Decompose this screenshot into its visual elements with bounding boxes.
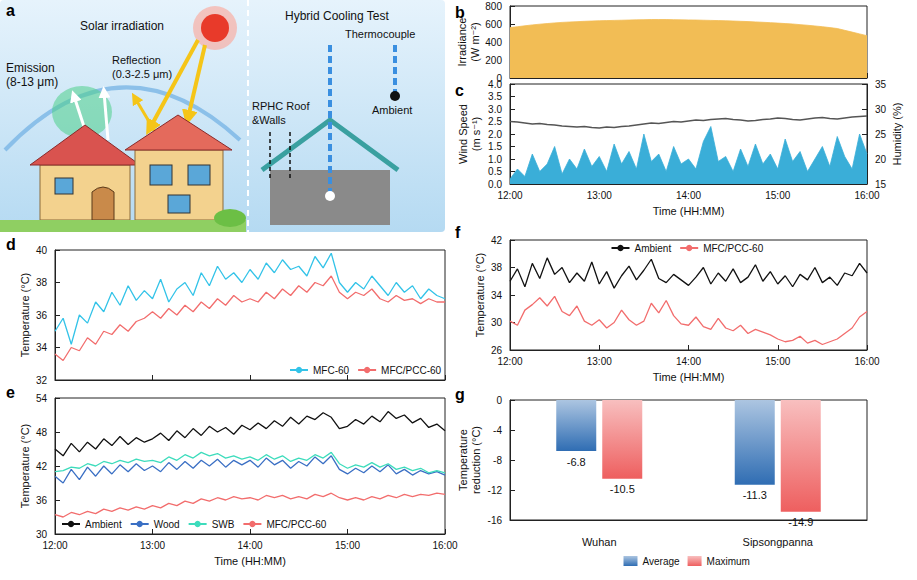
svg-text:d: d <box>6 236 16 253</box>
svg-text:Reflection: Reflection <box>112 54 161 66</box>
svg-text:16:00: 16:00 <box>854 356 879 367</box>
svg-text:RPHC Roof: RPHC Roof <box>252 100 310 112</box>
svg-text:0.0: 0.0 <box>488 179 502 190</box>
svg-text:g: g <box>455 386 465 403</box>
svg-text:0.5: 0.5 <box>488 166 502 177</box>
svg-text:42: 42 <box>491 235 503 246</box>
svg-text:Temperature (°C): Temperature (°C) <box>19 273 31 357</box>
svg-text:Sipsongpanna: Sipsongpanna <box>743 536 814 548</box>
svg-text:15:00: 15:00 <box>765 356 790 367</box>
svg-text:(W m⁻²): (W m⁻²) <box>469 22 481 61</box>
svg-text:2.5: 2.5 <box>488 116 502 127</box>
svg-text:14:00: 14:00 <box>676 190 701 201</box>
svg-text:400: 400 <box>485 37 502 48</box>
svg-text:-16: -16 <box>488 515 503 526</box>
svg-text:Thermocouple: Thermocouple <box>345 28 415 40</box>
svg-text:36: 36 <box>36 495 48 506</box>
svg-text:16:00: 16:00 <box>432 540 457 551</box>
svg-text:SWB: SWB <box>212 519 235 530</box>
svg-text:Solar irradiation: Solar irradiation <box>80 19 164 33</box>
svg-text:4.0: 4.0 <box>488 79 502 90</box>
svg-text:42: 42 <box>36 461 48 472</box>
svg-text:12:00: 12:00 <box>497 356 522 367</box>
svg-text:Temperature (°C): Temperature (°C) <box>474 253 486 337</box>
svg-text:38: 38 <box>491 262 503 273</box>
svg-text:48: 48 <box>36 427 48 438</box>
svg-text:30: 30 <box>875 104 887 115</box>
svg-text:-10.5: -10.5 <box>610 483 635 495</box>
svg-text:b: b <box>455 4 465 21</box>
svg-text:3.0: 3.0 <box>488 104 502 115</box>
svg-text:f: f <box>455 224 461 241</box>
svg-text:36: 36 <box>36 310 48 321</box>
svg-text:Temperature (°C): Temperature (°C) <box>19 424 31 508</box>
svg-text:Irradiance: Irradiance <box>456 18 468 67</box>
svg-text:Average: Average <box>643 556 681 567</box>
svg-text:-11.3: -11.3 <box>743 489 767 501</box>
svg-text:1.0: 1.0 <box>488 154 502 165</box>
svg-text:600: 600 <box>485 19 502 30</box>
svg-text:200: 200 <box>485 55 502 66</box>
svg-text:MFC-60: MFC-60 <box>313 365 350 376</box>
svg-text:14:00: 14:00 <box>237 540 262 551</box>
svg-text:54: 54 <box>36 393 48 404</box>
svg-text:Ambient: Ambient <box>372 104 412 116</box>
svg-text:-12: -12 <box>488 485 503 496</box>
svg-text:Ambient: Ambient <box>85 519 122 530</box>
svg-text:40: 40 <box>36 245 48 256</box>
svg-text:34: 34 <box>36 342 48 353</box>
svg-text:Maximum: Maximum <box>707 556 750 567</box>
svg-text:13:00: 13:00 <box>587 190 612 201</box>
svg-text:34: 34 <box>491 290 503 301</box>
svg-text:c: c <box>455 82 464 99</box>
svg-text:1.5: 1.5 <box>488 141 502 152</box>
svg-text:Wind Speed: Wind Speed <box>457 104 469 164</box>
svg-text:15: 15 <box>875 179 887 190</box>
svg-text:12:00: 12:00 <box>42 540 67 551</box>
svg-text:(0.3-2.5 μm): (0.3-2.5 μm) <box>112 68 172 80</box>
svg-text:14:00: 14:00 <box>676 356 701 367</box>
svg-text:2.0: 2.0 <box>488 129 502 140</box>
svg-text:13:00: 13:00 <box>140 540 165 551</box>
svg-text:16:00: 16:00 <box>854 190 879 201</box>
svg-text:Time (HH:MM): Time (HH:MM) <box>653 205 725 217</box>
svg-text:Wuhan: Wuhan <box>582 536 617 548</box>
svg-text:38: 38 <box>36 277 48 288</box>
svg-text:Time (HH:MM): Time (HH:MM) <box>653 371 725 383</box>
svg-text:-14.9: -14.9 <box>788 516 813 528</box>
svg-text:12:00: 12:00 <box>497 190 522 201</box>
svg-text:MFC/PCC-60: MFC/PCC-60 <box>703 243 763 254</box>
svg-text:0: 0 <box>496 395 502 406</box>
svg-text:15:00: 15:00 <box>765 190 790 201</box>
svg-text:Time (HH:MM): Time (HH:MM) <box>214 555 286 567</box>
svg-text:Wood: Wood <box>154 519 180 530</box>
svg-text:(8-13 μm): (8-13 μm) <box>6 75 58 89</box>
svg-text:26: 26 <box>491 345 503 356</box>
svg-text:30: 30 <box>491 317 503 328</box>
svg-text:Temperature: Temperature <box>457 429 469 491</box>
svg-text:MFC/PCC-60: MFC/PCC-60 <box>266 519 326 530</box>
svg-text:30: 30 <box>36 529 48 540</box>
svg-text:800: 800 <box>485 1 502 12</box>
svg-text:3.5: 3.5 <box>488 91 502 102</box>
svg-text:35: 35 <box>875 79 887 90</box>
svg-text:e: e <box>6 384 15 401</box>
svg-text:32: 32 <box>36 375 48 386</box>
svg-text:Emission: Emission <box>6 61 55 75</box>
svg-text:25: 25 <box>875 129 887 140</box>
svg-text:&Walls: &Walls <box>252 114 286 126</box>
svg-text:-8: -8 <box>493 455 502 466</box>
svg-text:15:00: 15:00 <box>335 540 360 551</box>
svg-text:20: 20 <box>875 154 887 165</box>
svg-text:MFC/PCC-60: MFC/PCC-60 <box>381 365 441 376</box>
svg-text:-4: -4 <box>493 425 502 436</box>
svg-text:a: a <box>6 2 15 19</box>
svg-text:Ambient: Ambient <box>635 243 672 254</box>
svg-text:reduction (°C): reduction (°C) <box>470 426 482 494</box>
svg-text:Humidity (%): Humidity (%) <box>891 103 903 166</box>
svg-text:Hybrid Cooling Test: Hybrid Cooling Test <box>285 9 389 23</box>
svg-text:(m s⁻¹): (m s⁻¹) <box>470 117 482 152</box>
svg-text:13:00: 13:00 <box>587 356 612 367</box>
svg-text:-6.8: -6.8 <box>567 456 586 468</box>
